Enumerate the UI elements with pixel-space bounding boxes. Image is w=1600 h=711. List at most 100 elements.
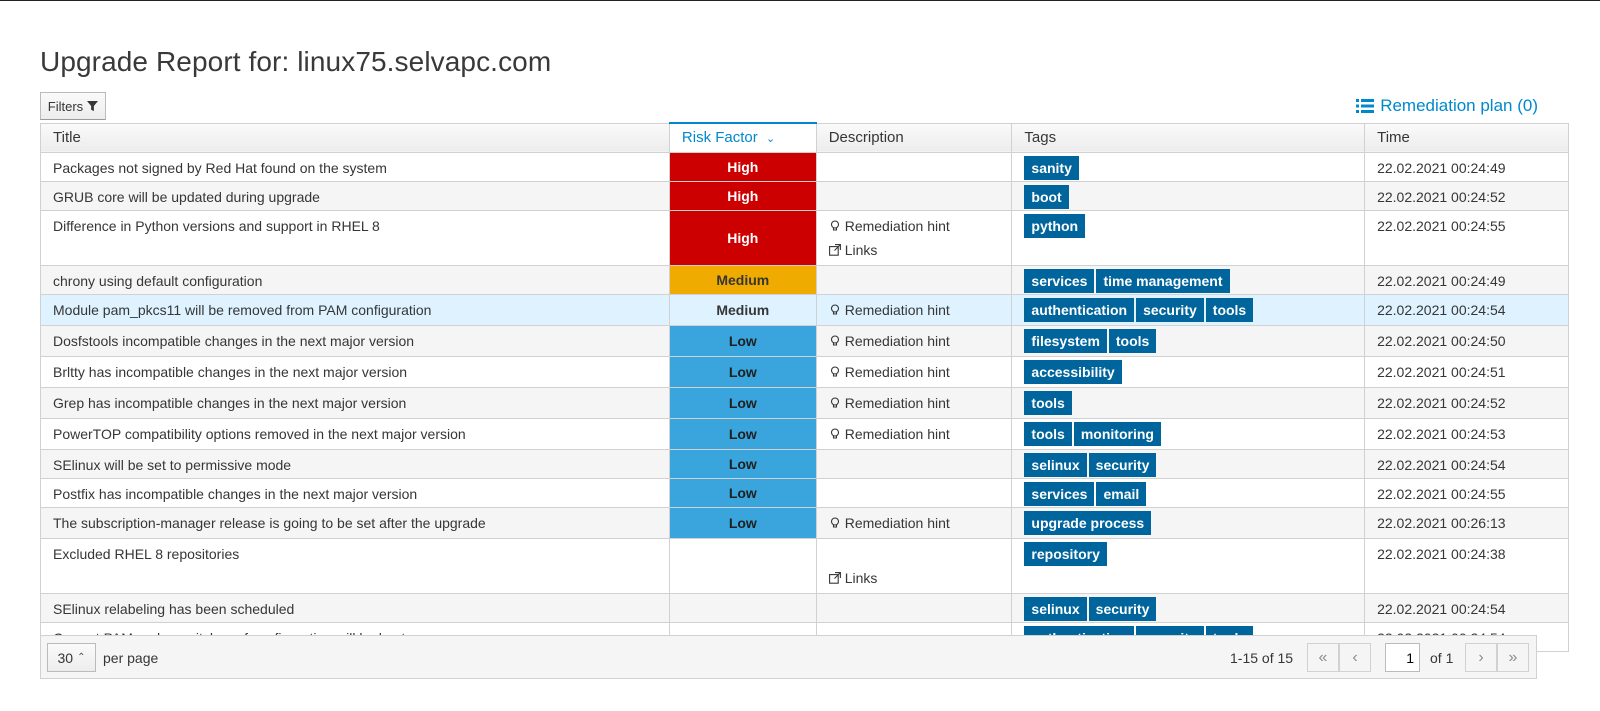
- remediation-hint-label: Remediation hint: [844, 425, 950, 442]
- remediation-hint-link[interactable]: Remediation hint: [829, 514, 1000, 532]
- table-row[interactable]: Postfix has incompatible changes in the …: [40, 477, 1569, 508]
- previous-page-button[interactable]: ‹: [1339, 643, 1371, 672]
- table-row[interactable]: Dosfstools incompatible changes in the n…: [40, 324, 1569, 357]
- row-description: Remediation hint: [815, 293, 1013, 326]
- row-description: [815, 264, 1013, 295]
- remediation-plan-label: Remediation plan (0): [1380, 96, 1538, 115]
- page-count-label: of 1: [1430, 650, 1454, 666]
- column-header-title[interactable]: Title: [40, 122, 670, 153]
- row-title: Dosfstools incompatible changes in the n…: [40, 324, 670, 357]
- lightbulb-icon: [829, 516, 841, 529]
- results-range: 1-15 of 15: [1230, 650, 1294, 666]
- lightbulb-icon: [829, 365, 841, 378]
- tag-label[interactable]: tools: [1024, 390, 1072, 415]
- remediation-hint-label: Remediation hint: [844, 332, 950, 349]
- table-row[interactable]: chrony using default configuration Medium…: [40, 264, 1569, 295]
- pagination-footer: 30 ⌃ per page 1-15 of 15 « ‹ of 1 › »: [40, 635, 1537, 679]
- row-tags: python: [1011, 209, 1366, 266]
- table-row[interactable]: Excluded RHEL 8 repositories Links reposit…: [40, 537, 1569, 594]
- last-page-button[interactable]: »: [1497, 643, 1529, 672]
- row-description: Remediation hint: [815, 506, 1013, 539]
- row-title: Brltty has incompatible changes in the n…: [40, 355, 670, 388]
- table-row[interactable]: Module pam_pkcs11 will be removed from P…: [40, 293, 1569, 326]
- remediation-hint-link[interactable]: Remediation hint: [829, 363, 1000, 381]
- row-title: SElinux will be set to permissive mode: [40, 448, 670, 479]
- filters-label: Filters: [47, 98, 84, 114]
- chevron-up-icon: ⌃: [77, 652, 86, 663]
- row-description: [815, 592, 1013, 623]
- next-page-button[interactable]: ›: [1465, 643, 1497, 672]
- page-number-input[interactable]: [1385, 643, 1420, 672]
- tag-label[interactable]: selinux: [1024, 452, 1087, 477]
- tag-label[interactable]: tools: [1108, 328, 1157, 353]
- column-header-tags[interactable]: Tags: [1011, 122, 1366, 153]
- tag-label[interactable]: upgrade process: [1024, 510, 1152, 535]
- tag-label[interactable]: repository: [1024, 541, 1107, 566]
- row-description: Remediation hint: [815, 417, 1013, 450]
- tag-label[interactable]: monitoring: [1073, 421, 1161, 446]
- remediation-hint-link[interactable]: Remediation hint: [829, 425, 1000, 443]
- tag-label[interactable]: authentication: [1024, 297, 1135, 322]
- double-chevron-left-icon: «: [1318, 648, 1328, 666]
- tag-label[interactable]: services: [1024, 481, 1095, 506]
- links-link[interactable]: Links: [828, 569, 1000, 587]
- remediation-hint-link[interactable]: Remediation hint: [829, 394, 1000, 412]
- row-title: Postfix has incompatible changes in the …: [40, 477, 670, 508]
- remediation-hint-link[interactable]: Remediation hint: [829, 332, 1000, 350]
- tag-label[interactable]: security: [1136, 297, 1204, 322]
- remediation-hint-label: Remediation hint: [844, 394, 950, 411]
- tag-label[interactable]: time management: [1096, 268, 1230, 293]
- row-description: [815, 448, 1013, 479]
- remediation-hint-link[interactable]: Remediation hint: [829, 217, 1000, 235]
- remediation-plan-link[interactable]: Remediation plan (0): [1356, 96, 1538, 116]
- row-tags: upgrade process: [1011, 506, 1366, 539]
- tag-label[interactable]: security: [1088, 596, 1157, 621]
- row-tags: services time management: [1011, 264, 1366, 295]
- remediation-hint-label: Remediation hint: [844, 217, 950, 234]
- tag-label[interactable]: security: [1088, 452, 1157, 477]
- row-time: 22.02.2021 00:24:55: [1364, 477, 1569, 508]
- column-header-risk-factor[interactable]: Risk Factor ⌄: [668, 122, 817, 153]
- row-time: 22.02.2021 00:24:54: [1364, 592, 1569, 623]
- row-description: Remediation hint: [815, 355, 1013, 388]
- table-row[interactable]: The subscription-manager release is goin…: [40, 506, 1569, 539]
- table-row[interactable]: SElinux will be set to permissive mode Lo…: [40, 448, 1569, 479]
- row-title: GRUB core will be updated during upgrade: [40, 180, 670, 211]
- tag-label[interactable]: email: [1096, 481, 1147, 506]
- risk-badge: [668, 592, 817, 623]
- row-description: Remediation hint: [815, 324, 1013, 357]
- tag-label[interactable]: services: [1024, 268, 1095, 293]
- risk-header-label: Risk Factor: [681, 129, 758, 147]
- row-title: SElinux relabeling has been scheduled: [40, 592, 670, 623]
- column-header-description[interactable]: Description: [815, 122, 1013, 153]
- remediation-hint-link[interactable]: Remediation hint: [829, 301, 1000, 319]
- tag-label[interactable]: tools: [1024, 421, 1072, 446]
- links-link[interactable]: Links: [828, 241, 1000, 259]
- table-row[interactable]: SElinux relabeling has been scheduled sel…: [40, 592, 1569, 623]
- table-row[interactable]: Difference in Python versions and suppor…: [40, 209, 1569, 266]
- tag-label[interactable]: filesystem: [1024, 328, 1107, 353]
- tag-label[interactable]: accessibility: [1024, 359, 1122, 384]
- table-row[interactable]: Brltty has incompatible changes in the n…: [40, 355, 1569, 388]
- column-header-time[interactable]: Time: [1364, 122, 1569, 153]
- row-time: 22.02.2021 00:24:54: [1364, 293, 1569, 326]
- table-row[interactable]: Packages not signed by Red Hat found on …: [40, 151, 1569, 182]
- tag-label[interactable]: sanity: [1024, 155, 1079, 180]
- row-time: 22.02.2021 00:24:55: [1364, 209, 1569, 266]
- tag-label[interactable]: tools: [1205, 297, 1254, 322]
- tag-label[interactable]: boot: [1024, 184, 1069, 209]
- per-page-dropdown[interactable]: 30 ⌃: [47, 643, 96, 672]
- table-row[interactable]: Grep has incompatible changes in the nex…: [40, 386, 1569, 419]
- filters-button[interactable]: Filters: [40, 92, 106, 120]
- row-description: Remediation hint: [815, 386, 1013, 419]
- table-row[interactable]: GRUB core will be updated during upgrade…: [40, 180, 1569, 211]
- tag-label[interactable]: selinux: [1024, 596, 1087, 621]
- lightbulb-icon: [829, 303, 841, 316]
- row-description: [815, 477, 1013, 508]
- row-time: 22.02.2021 00:24:52: [1364, 386, 1569, 419]
- tag-label[interactable]: python: [1024, 213, 1086, 238]
- risk-badge: Low: [668, 506, 817, 539]
- table-row[interactable]: PowerTOP compatibility options removed i…: [40, 417, 1569, 450]
- first-page-button[interactable]: «: [1307, 643, 1339, 672]
